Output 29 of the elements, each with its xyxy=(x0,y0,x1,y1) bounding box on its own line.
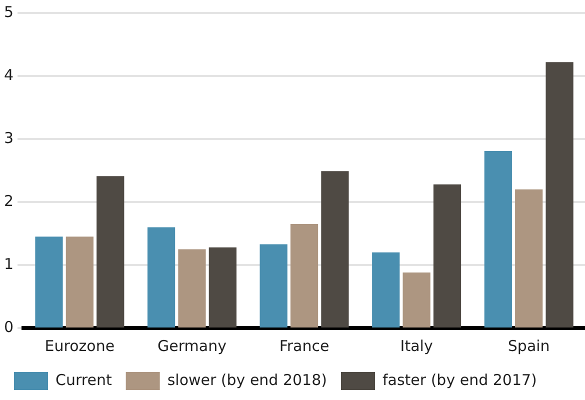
legend-label: Current xyxy=(56,370,112,389)
bar xyxy=(290,224,318,328)
x-tick-label: Italy xyxy=(400,336,433,355)
bar xyxy=(260,244,288,328)
bar xyxy=(178,249,206,328)
x-tick-label: France xyxy=(279,336,330,355)
bar xyxy=(35,236,63,328)
bar xyxy=(147,227,176,328)
bar xyxy=(208,247,236,328)
legend-label: faster (by end 2017) xyxy=(382,370,537,389)
y-tick-label: 3 xyxy=(4,128,14,147)
bar xyxy=(96,176,124,328)
bar xyxy=(321,171,349,328)
bar xyxy=(433,184,462,328)
y-tick-label: 2 xyxy=(4,192,14,210)
y-tick-label: 0 xyxy=(4,318,14,336)
bar xyxy=(484,150,512,328)
y-tick-label: 5 xyxy=(4,2,14,21)
bar xyxy=(402,272,430,328)
x-tick-label: Germany xyxy=(158,336,227,355)
y-tick-label: 1 xyxy=(4,254,14,273)
y-tick-label: 4 xyxy=(4,66,14,84)
legend-label: slower (by end 2018) xyxy=(167,370,328,389)
x-tick-label: Spain xyxy=(508,336,550,355)
bar xyxy=(515,189,543,328)
bar xyxy=(66,236,94,328)
bar xyxy=(546,62,574,328)
bar xyxy=(372,252,400,328)
x-tick-label: Eurozone xyxy=(44,336,115,355)
